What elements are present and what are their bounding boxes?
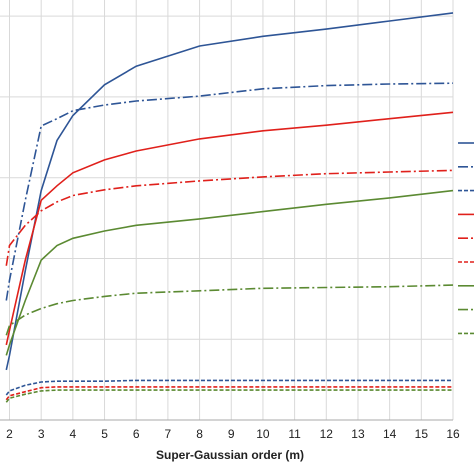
line-series [5,12,454,371]
x-tick-label: 15 [415,427,429,441]
line-series [5,389,453,403]
x-tick-label: 13 [351,427,365,441]
x-tick-label: 3 [38,427,45,441]
x-tick-label: 10 [256,427,270,441]
x-tick-label: 2 [6,427,13,441]
x-tick-label: 14 [383,427,397,441]
x-tick-label: 8 [196,427,203,441]
line-series [5,379,453,396]
x-tick-label: 9 [228,427,235,441]
x-tick-label: 11 [288,427,301,441]
line-series [5,82,454,301]
x-tick-label: 5 [101,427,108,441]
x-tick-label: 16 [446,427,460,441]
line-series [5,111,454,346]
x-tick-label: 7 [165,427,172,441]
line-series [5,386,453,401]
x-axis-label: Super-Gaussian order (m) [156,448,304,462]
line-series [5,189,454,356]
line-series [5,169,454,266]
x-tick-label: 4 [70,427,77,441]
x-tick-label: 12 [320,427,334,441]
x-tick-label: 6 [133,427,140,441]
line-series [5,284,454,336]
